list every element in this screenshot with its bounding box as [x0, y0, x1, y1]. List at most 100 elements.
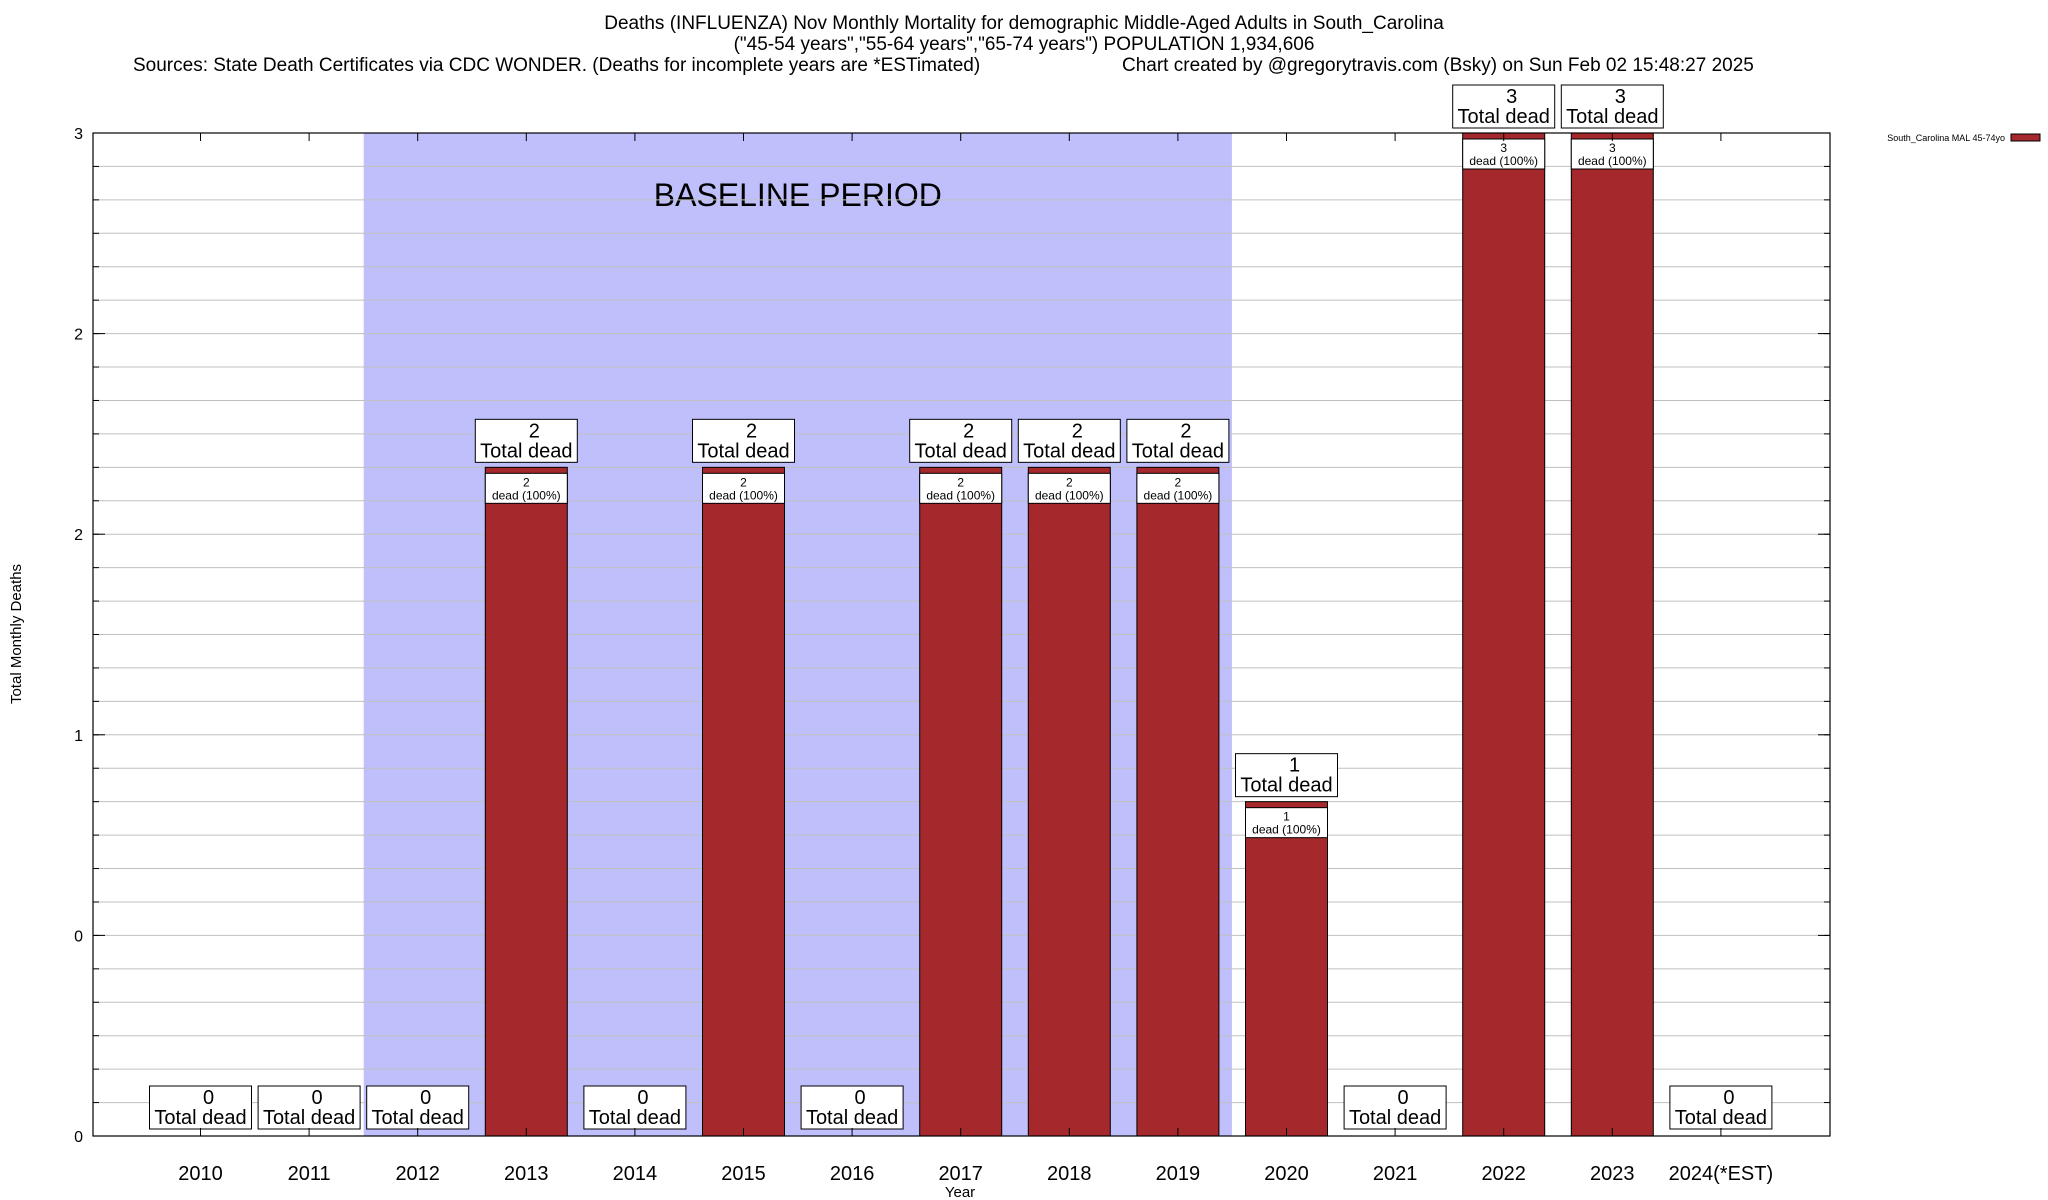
legend-label: South_Carolina MAL 45-74yo — [1887, 133, 2005, 143]
bar — [1245, 801, 1328, 1137]
y-tick-label: 2 — [74, 527, 83, 544]
total-label-value: 0 — [203, 1087, 214, 1109]
inner-label-value: 2 — [523, 475, 530, 489]
bar — [919, 466, 1003, 1137]
total-label-value: 0 — [637, 1087, 648, 1109]
inner-label-suffix: dead (100%) — [926, 488, 995, 502]
x-axis-title: Year — [945, 1184, 975, 1200]
total-label-value: 0 — [312, 1087, 323, 1109]
total-label-box — [583, 1085, 687, 1130]
inner-label-box — [702, 472, 785, 504]
x-tick-label: 2022 — [1481, 1163, 1526, 1185]
total-label-value: 1 — [1289, 755, 1300, 777]
total-label-box — [1560, 84, 1664, 129]
total-label-box — [1669, 1085, 1773, 1130]
inner-label-suffix: dead (100%) — [1252, 823, 1321, 837]
total-label-box — [1017, 418, 1121, 463]
inner-label-value: 2 — [957, 475, 964, 489]
total-label-box — [474, 418, 578, 463]
total-label-suffix: Total dead — [263, 1107, 355, 1129]
x-tick-label: 2016 — [830, 1163, 875, 1185]
x-tick-label: 2011 — [288, 1163, 331, 1185]
total-label-value: 3 — [1615, 86, 1626, 108]
total-label-suffix: Total dead — [1023, 440, 1115, 462]
bar — [1570, 132, 1654, 1137]
inner-label-suffix: dead (100%) — [1578, 154, 1647, 168]
total-label-value: 2 — [1072, 420, 1083, 442]
y-tick-label: 0 — [74, 1129, 83, 1146]
chart-sources: Sources: State Death Certificates via CD… — [133, 55, 981, 76]
total-label-suffix: Total dead — [1566, 106, 1658, 128]
total-label-value: 0 — [855, 1087, 866, 1109]
total-label-box — [692, 418, 795, 463]
inner-label-box — [1136, 472, 1220, 504]
inner-label-value: 2 — [1066, 475, 1073, 489]
total-label-box — [1126, 418, 1230, 463]
x-tick-label: 2021 — [1373, 1163, 1418, 1185]
total-label-suffix: Total dead — [915, 440, 1007, 462]
total-label-box — [1452, 84, 1556, 129]
inner-label-box — [919, 472, 1003, 504]
bar — [1462, 132, 1546, 1137]
total-label-suffix: Total dead — [1458, 106, 1550, 128]
y-tick-label: 3 — [74, 126, 83, 143]
total-label-suffix: Total dead — [1240, 775, 1332, 797]
x-tick-label: 2013 — [504, 1163, 549, 1185]
inner-label-suffix: dead (100%) — [1469, 154, 1538, 168]
total-label-suffix: Total dead — [806, 1107, 898, 1129]
x-tick-label: 2015 — [721, 1163, 766, 1185]
inner-label-value: 2 — [1175, 475, 1182, 489]
baseline-period-label: BASELINE PERIOD — [654, 177, 942, 213]
inner-label-suffix: dead (100%) — [709, 488, 778, 502]
y-axis-title: Total Monthly Deaths — [8, 564, 25, 704]
inner-label-value: 2 — [740, 475, 747, 489]
total-label-box — [1235, 753, 1338, 798]
bar — [1136, 466, 1220, 1137]
inner-label-box — [484, 472, 568, 504]
total-label-box — [366, 1085, 470, 1130]
total-label-suffix: Total dead — [1132, 440, 1224, 462]
total-label-suffix: Total dead — [480, 440, 572, 462]
total-label-box — [257, 1085, 361, 1130]
total-label-value: 0 — [1398, 1087, 1409, 1109]
chart-title-line1: Deaths (INFLUENZA) Nov Monthly Mortality… — [604, 13, 1444, 34]
total-label-suffix: Total dead — [372, 1107, 464, 1129]
inner-label-box — [1245, 807, 1328, 839]
x-tick-label: 2019 — [1156, 1163, 1201, 1185]
total-label-value: 0 — [1723, 1087, 1734, 1109]
total-label-value: 2 — [1180, 420, 1191, 442]
x-tick-label: 2017 — [938, 1163, 983, 1185]
total-label-suffix: Total dead — [1675, 1107, 1767, 1129]
chart-title-line2: ("45-54 years","55-64 years","65-74 year… — [733, 34, 1315, 55]
total-label-suffix: Total dead — [697, 440, 789, 462]
total-label-value: 3 — [1506, 86, 1517, 108]
inner-label-value: 3 — [1609, 141, 1616, 155]
total-label-value: 2 — [529, 420, 540, 442]
inner-label-box — [1570, 138, 1654, 170]
x-tick-label: 2024(*EST) — [1669, 1163, 1774, 1185]
inner-label-suffix: dead (100%) — [1035, 488, 1104, 502]
bar — [484, 466, 568, 1137]
total-label-box — [909, 418, 1013, 463]
x-tick-label: 2012 — [395, 1163, 440, 1185]
inner-label-box — [1027, 472, 1111, 504]
bar — [702, 466, 785, 1137]
inner-label-suffix: dead (100%) — [492, 488, 561, 502]
inner-label-value: 3 — [1500, 141, 1507, 155]
inner-label-box — [1462, 138, 1546, 170]
total-label-suffix: Total dead — [1349, 1107, 1441, 1129]
total-label-suffix: Total dead — [154, 1107, 246, 1129]
bar — [1027, 466, 1111, 1137]
total-label-suffix: Total dead — [589, 1107, 681, 1129]
x-tick-label: 2023 — [1590, 1163, 1635, 1185]
legend-swatch — [2010, 133, 2041, 142]
y-tick-label: 1 — [74, 728, 83, 745]
y-tick-label: 0 — [74, 928, 83, 945]
total-label-value: 2 — [746, 420, 757, 442]
total-label-value: 2 — [963, 420, 974, 442]
inner-label-suffix: dead (100%) — [1144, 488, 1213, 502]
total-label-value: 0 — [420, 1087, 431, 1109]
x-tick-label: 2018 — [1047, 1163, 1092, 1185]
total-label-box — [149, 1085, 252, 1130]
